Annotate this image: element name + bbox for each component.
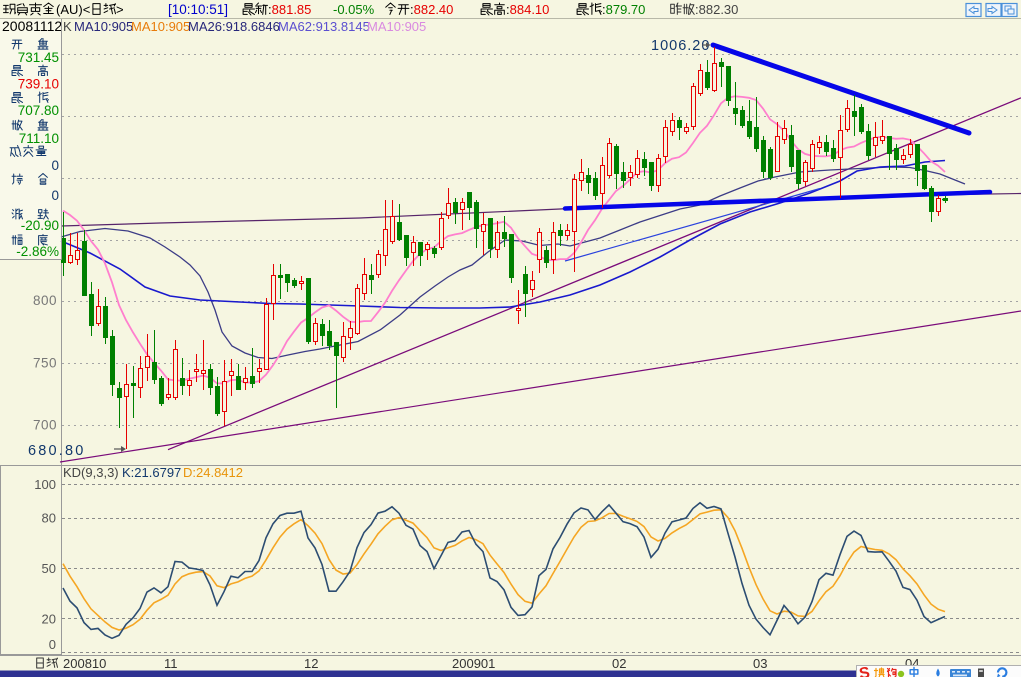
svg-text:-20.90: -20.90 — [21, 218, 59, 233]
svg-text:680.80: 680.80 — [28, 443, 86, 459]
svg-text:20: 20 — [42, 611, 56, 626]
svg-text:20081112: 20081112 — [2, 18, 62, 34]
svg-text:MA10:905: MA10:905 — [74, 19, 133, 34]
svg-text::884.10: :884.10 — [506, 2, 549, 17]
svg-text:MA10:905: MA10:905 — [367, 19, 426, 34]
svg-text:MA10:905: MA10:905 — [131, 19, 190, 34]
svg-text:02: 02 — [612, 656, 626, 671]
svg-text:731.45: 731.45 — [18, 50, 59, 65]
svg-text:739.10: 739.10 — [18, 77, 59, 92]
svg-text:200810: 200810 — [63, 656, 106, 671]
svg-text:11: 11 — [164, 656, 178, 671]
svg-text:K: K — [63, 19, 72, 34]
svg-text:0: 0 — [49, 637, 56, 652]
svg-text:D:24.8412: D:24.8412 — [183, 465, 243, 480]
svg-text:0: 0 — [51, 188, 59, 203]
svg-text:200901: 200901 — [452, 656, 495, 671]
svg-text:800: 800 — [33, 293, 57, 308]
svg-text:-2.86%: -2.86% — [16, 244, 59, 259]
svg-text::879.70: :879.70 — [602, 2, 645, 17]
svg-text:700: 700 — [33, 418, 57, 433]
svg-text:707.80: 707.80 — [18, 103, 59, 118]
svg-text:KD(9,3,3): KD(9,3,3) — [63, 465, 119, 480]
svg-text:-0.05%: -0.05% — [333, 2, 375, 17]
svg-text:S: S — [858, 665, 871, 677]
svg-text::881.85: :881.85 — [268, 2, 311, 17]
svg-text:12: 12 — [304, 656, 318, 671]
svg-text:750: 750 — [33, 356, 57, 371]
svg-text:MA26:918.6846: MA26:918.6846 — [188, 19, 280, 34]
svg-text:1006.20: 1006.20 — [651, 38, 710, 54]
svg-text:03: 03 — [753, 656, 767, 671]
svg-text:(AU)<: (AU)< — [56, 2, 90, 17]
svg-text:50: 50 — [42, 561, 56, 576]
svg-text:K:21.6797: K:21.6797 — [122, 465, 181, 480]
svg-text:80: 80 — [42, 511, 56, 526]
svg-text::882.30: :882.30 — [695, 2, 738, 17]
svg-text:0: 0 — [51, 158, 59, 173]
svg-text:>: > — [116, 2, 124, 17]
svg-text:711.10: 711.10 — [19, 131, 59, 146]
svg-text:MA62:913.8145: MA62:913.8145 — [278, 19, 370, 34]
svg-text:[10:10:51]: [10:10:51] — [168, 2, 228, 17]
svg-text:100: 100 — [34, 477, 56, 492]
svg-text::882.40: :882.40 — [410, 2, 453, 17]
